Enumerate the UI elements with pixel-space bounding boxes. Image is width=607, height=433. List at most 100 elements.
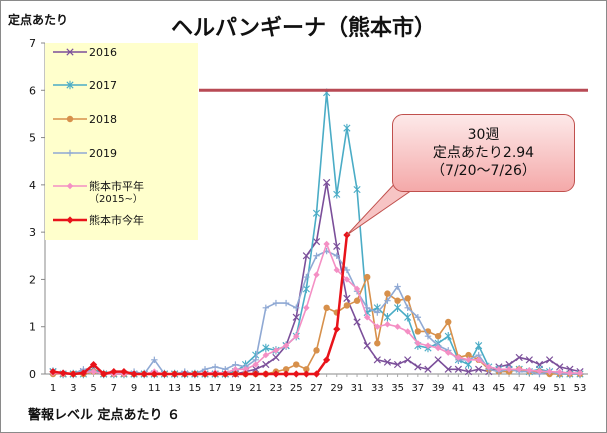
legend-point xyxy=(66,48,74,56)
data-point xyxy=(140,370,148,378)
data-point xyxy=(343,123,351,133)
x-tick-label: 29 xyxy=(330,383,343,394)
data-point xyxy=(566,369,574,377)
legend-item-average: 熊本市平年 （2015~） xyxy=(45,177,198,213)
data-point xyxy=(424,365,432,373)
callout-value: 定点あたり2.94 xyxy=(432,145,535,161)
data-point xyxy=(69,370,77,378)
callout-box: 30週 定点あたり2.94 （7/20～7/26） xyxy=(392,114,575,192)
series-line-4 xyxy=(52,243,580,375)
data-point xyxy=(384,321,391,328)
data-point xyxy=(444,365,452,373)
data-point xyxy=(303,304,310,311)
data-point xyxy=(333,325,341,333)
data-point xyxy=(475,365,483,373)
data-point xyxy=(404,295,411,302)
data-point xyxy=(312,237,321,246)
data-point xyxy=(49,368,57,376)
data-point xyxy=(464,368,473,376)
data-point xyxy=(383,313,392,322)
data-point xyxy=(353,185,361,194)
y-tick-label: 5 xyxy=(29,132,36,145)
legend-point xyxy=(66,80,74,90)
data-point xyxy=(454,365,463,373)
data-point xyxy=(445,318,452,326)
data-point xyxy=(424,342,432,349)
data-point xyxy=(110,368,118,376)
legend-label-average-wrap: 熊本市平年 （2015~） xyxy=(89,180,144,206)
y-tick-label: 1 xyxy=(29,321,36,334)
legend-marker-average xyxy=(53,182,87,190)
data-point xyxy=(394,297,401,304)
data-point xyxy=(374,309,381,316)
legend-marker-2018 xyxy=(53,115,87,123)
legend: 2016 2017 2018 2019 熊本市平年 （2015~） 熊本市今年 xyxy=(45,43,198,240)
y-tick-label: 4 xyxy=(29,179,36,192)
data-point xyxy=(323,304,330,311)
data-point xyxy=(262,304,270,311)
data-point xyxy=(363,304,371,311)
x-tick-label: 11 xyxy=(148,383,161,394)
data-point xyxy=(475,356,482,364)
y-tick-label: 2 xyxy=(29,273,36,286)
data-point xyxy=(515,366,523,373)
x-tick-label: 43 xyxy=(472,383,485,394)
x-tick-label: 45 xyxy=(493,383,506,394)
data-point xyxy=(526,367,533,374)
x-tick-label: 53 xyxy=(574,383,587,394)
data-point xyxy=(89,360,98,369)
data-point xyxy=(272,370,280,378)
legend-label-this-year: 熊本市今年 xyxy=(89,214,144,227)
x-tick-label: 5 xyxy=(90,383,96,394)
x-tick-label: 49 xyxy=(533,383,546,394)
data-point xyxy=(302,252,310,260)
data-point xyxy=(171,370,179,378)
legend-label-average: 熊本市平年 xyxy=(89,180,144,193)
legend-item-2019: 2019 xyxy=(45,144,198,172)
data-point xyxy=(272,347,280,354)
data-point xyxy=(333,190,341,199)
data-point xyxy=(393,303,402,312)
data-point xyxy=(536,367,543,375)
data-point xyxy=(293,304,300,311)
y-axis-label: 定点あたり xyxy=(8,13,69,27)
data-point xyxy=(302,370,310,378)
legend-marker-2016 xyxy=(53,48,87,56)
data-point xyxy=(312,370,321,378)
data-point xyxy=(262,360,270,369)
x-tick-label: 31 xyxy=(351,383,364,394)
data-point xyxy=(353,285,361,293)
alert-level-note: 警報レベル 定点あたり ６ xyxy=(28,408,181,423)
data-point xyxy=(191,370,199,378)
data-point xyxy=(444,331,452,341)
data-point xyxy=(303,273,310,281)
data-point xyxy=(333,252,340,259)
data-point xyxy=(160,370,169,378)
y-tick-label: 7 xyxy=(29,37,36,50)
legend-label-2017: 2017 xyxy=(89,79,117,92)
data-point xyxy=(546,368,553,375)
data-point xyxy=(445,349,452,356)
legend-label-2018: 2018 xyxy=(89,113,117,126)
series-3 xyxy=(49,247,584,378)
data-point xyxy=(292,370,300,378)
data-point xyxy=(404,304,411,311)
legend-item-this-year: 熊本市今年 xyxy=(45,211,198,239)
data-point xyxy=(293,332,300,340)
legend-label-2019: 2019 xyxy=(89,147,117,160)
data-point xyxy=(293,361,300,368)
x-tick-label: 47 xyxy=(513,383,526,394)
series-5 xyxy=(49,231,351,378)
x-tick-label: 51 xyxy=(553,383,566,394)
data-point xyxy=(150,370,158,378)
data-point xyxy=(79,369,88,377)
data-point xyxy=(384,297,391,304)
data-point xyxy=(323,356,331,364)
x-tick-label: 9 xyxy=(131,383,137,394)
data-point xyxy=(495,366,503,373)
data-point xyxy=(343,266,351,274)
callout-week: 30週 xyxy=(467,127,500,143)
data-point xyxy=(231,370,240,378)
data-point xyxy=(515,353,523,362)
legend-label-2016: 2016 xyxy=(89,46,117,59)
